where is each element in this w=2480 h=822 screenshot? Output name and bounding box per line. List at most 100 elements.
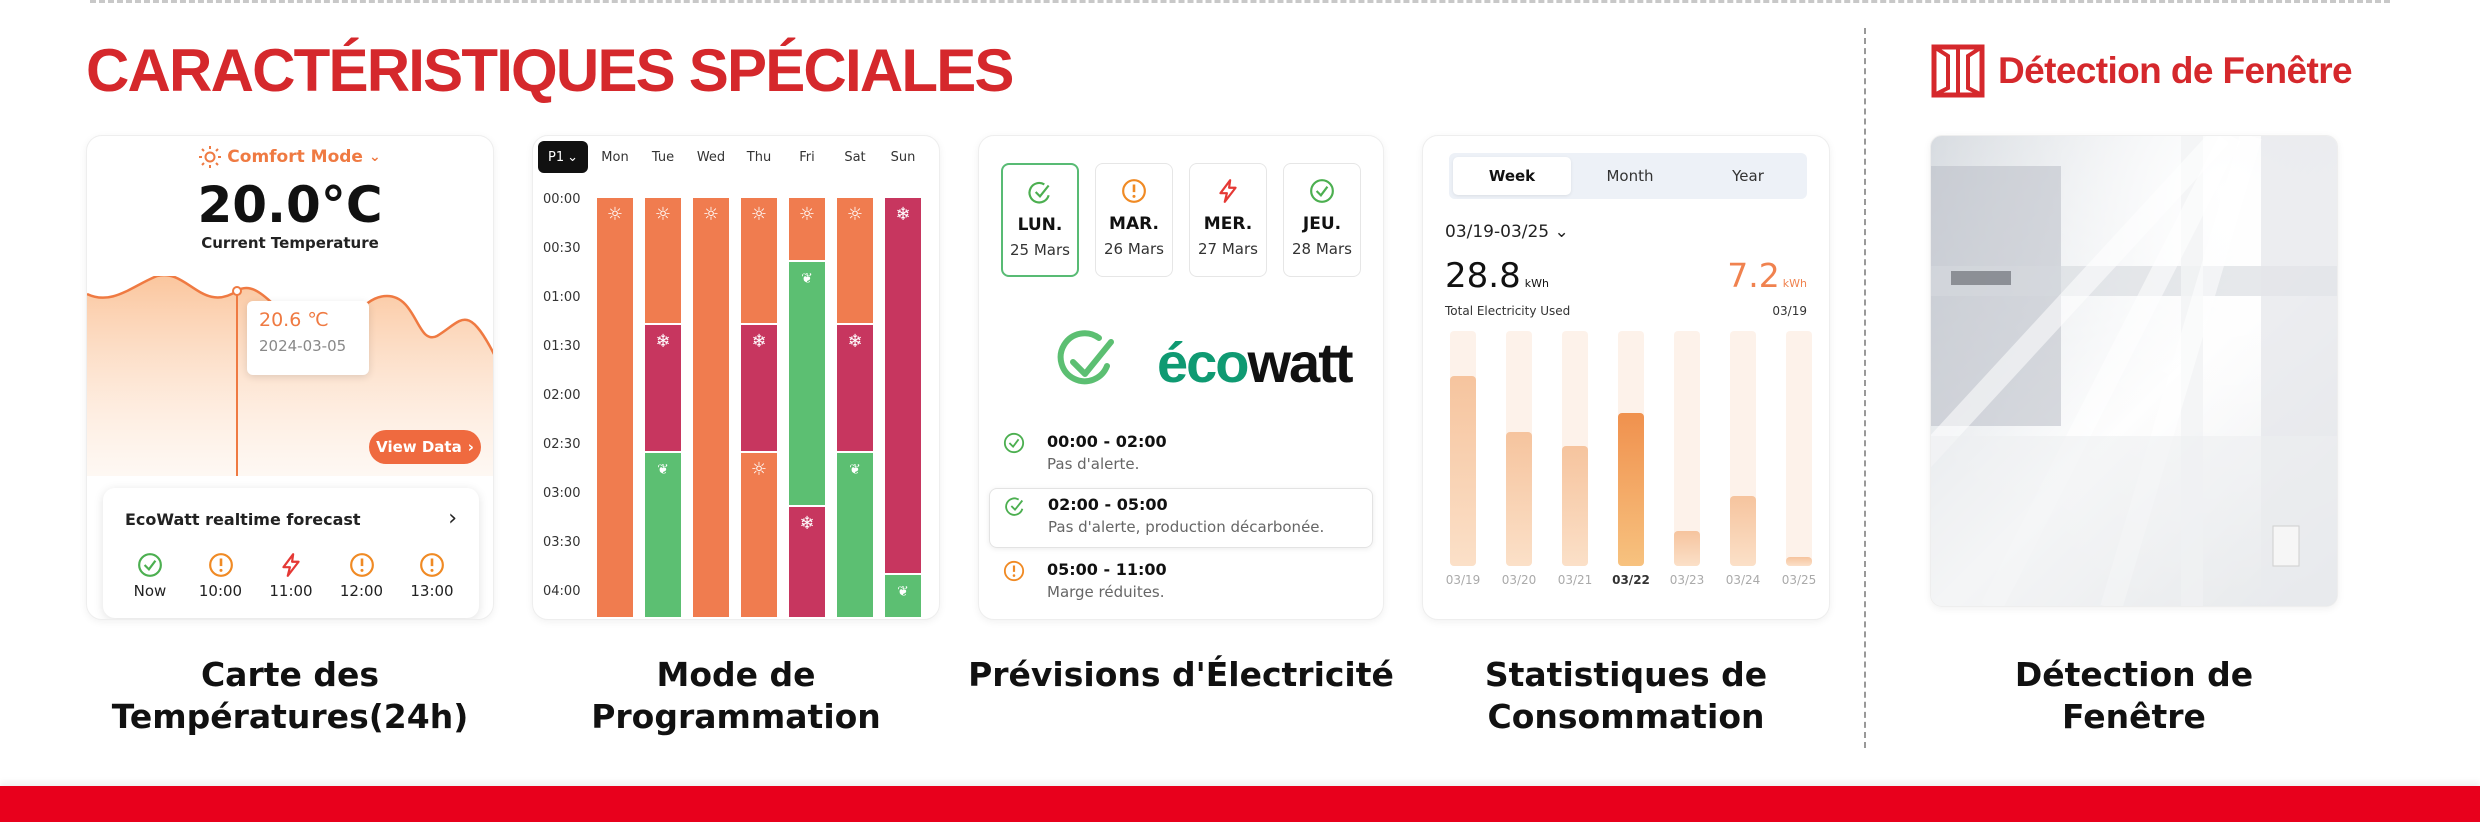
leaf-icon: ❦ — [897, 584, 909, 601]
row-time: 00:00 - 02:00 — [1047, 432, 1167, 451]
schedule-block-eco[interactable]: ❦ — [885, 575, 921, 618]
window-detection-image — [1930, 135, 2338, 607]
day-unit: kWh — [1782, 277, 1807, 290]
date-range-selector[interactable]: 03/19-03/25 ⌄ — [1445, 222, 1569, 242]
bottom-red-bar — [0, 786, 2480, 822]
forecast-day-card[interactable]: LUN. 25 Mars — [1001, 163, 1079, 277]
temperature-card: Comfort Mode ⌄ 20.0°C Current Temperatur… — [86, 135, 494, 620]
schedule-block-comfort[interactable]: ☼ — [693, 198, 729, 618]
snowflake-icon: ❄ — [799, 512, 815, 534]
schedule-block-comfort[interactable]: ☼ — [741, 198, 777, 324]
leaf-check-icon — [1005, 497, 1024, 516]
forecast-day-card[interactable]: MAR. 26 Mars — [1095, 163, 1173, 277]
current-temperature-label: Current Temperature — [201, 234, 379, 252]
row-desc: Pas d'alerte. — [1047, 455, 1140, 473]
forecast-title: EcoWatt realtime forecast — [125, 510, 361, 529]
page-title: CARACTÉRISTIQUES SPÉCIALES — [86, 37, 1014, 104]
row-icon-wrap — [1003, 432, 1025, 458]
day-date: 25 Mars — [1010, 241, 1070, 259]
caption-line: Températures(24h) — [111, 697, 469, 736]
alert-circle-icon — [1003, 560, 1025, 582]
forecast-time: 13:00 — [410, 582, 454, 600]
forecast-row[interactable]: 00:00 - 02:00 Pas d'alerte. — [989, 426, 1373, 486]
sun-icon: ☼ — [702, 204, 720, 225]
forecast-day-card[interactable]: JEU. 28 Mars — [1283, 163, 1361, 277]
temperature-tooltip: 20.6 ℃ 2024-03-05 — [247, 301, 369, 375]
schedule-block-frost[interactable]: ❄ — [789, 506, 825, 618]
time-label: 03:30 — [543, 535, 581, 550]
schedule-block-comfort[interactable]: ☼ — [837, 198, 873, 324]
caption-line: Fenêtre — [2062, 697, 2206, 736]
program-selector[interactable]: P1 ⌄ — [538, 141, 588, 173]
total-unit: kWh — [1524, 277, 1549, 290]
time-label: 01:00 — [543, 290, 581, 305]
snowflake-icon: ❄ — [847, 331, 863, 353]
forecast-row[interactable]: 05:00 - 11:00 Marge réduites. — [989, 554, 1373, 614]
sun-icon: ☼ — [798, 204, 816, 225]
mode-label: Comfort Mode — [227, 147, 363, 167]
chevron-right-icon[interactable]: › — [448, 506, 457, 531]
consumption-bar[interactable] — [1506, 432, 1532, 566]
time-label: 04:00 — [543, 584, 581, 599]
consumption-bar[interactable] — [1674, 530, 1700, 566]
caption-temperature-map: Carte des Températures(24h) — [86, 654, 494, 738]
day-value: 7.2 — [1727, 256, 1780, 295]
forecast-day-card[interactable]: MER. 27 Mars — [1189, 163, 1267, 277]
consumption-bar[interactable] — [1450, 375, 1476, 566]
window-detection-title: Détection de Fenêtre — [1998, 50, 2353, 91]
row-icon-wrap — [1004, 495, 1026, 521]
forecast-time: Now — [133, 582, 167, 600]
schedule-block-comfort[interactable]: ☼ — [741, 452, 777, 618]
schedule-block-eco[interactable]: ❦ — [645, 452, 681, 618]
schedule-block-comfort[interactable]: ☼ — [597, 198, 633, 618]
alert-circle-icon — [208, 553, 233, 577]
schedule-block-eco[interactable]: ❦ — [789, 261, 825, 505]
logo-part-1: éco — [1157, 331, 1249, 394]
forecast-icon-wrap — [329, 552, 395, 578]
tab-week[interactable]: Week — [1453, 157, 1571, 195]
day-date: 27 Mars — [1198, 240, 1258, 258]
top-dashed-divider — [90, 0, 2390, 3]
bar-label: 03/20 — [1501, 573, 1537, 587]
schedule-block-frost[interactable]: ❄ — [741, 325, 777, 451]
alert-circle-icon — [1122, 179, 1146, 203]
consumption-bar[interactable] — [1730, 495, 1756, 566]
tab-month[interactable]: Month — [1606, 167, 1654, 185]
tab-year[interactable]: Year — [1732, 167, 1764, 185]
time-label: 01:30 — [543, 339, 581, 354]
schedule-block-comfort[interactable]: ☼ — [645, 198, 681, 324]
day-name: MAR. — [1109, 214, 1159, 234]
row-icon-wrap — [1003, 560, 1025, 586]
forecast-icon-wrap — [399, 552, 465, 578]
mode-selector[interactable]: Comfort Mode ⌄ — [87, 146, 493, 168]
forecast-items: Now 10:00 11:00 12:00 13:00 — [117, 552, 465, 600]
ecowatt-forecast-panel[interactable]: EcoWatt realtime forecast › Now 10:00 11:0… — [103, 488, 479, 618]
caption-line: Programmation — [591, 697, 881, 736]
forecast-icon-wrap — [117, 552, 183, 578]
forecast-item: 11:00 — [258, 552, 324, 600]
snowflake-icon: ❄ — [751, 331, 767, 353]
schedule-block-frost[interactable]: ❄ — [837, 325, 873, 451]
forecast-time: 12:00 — [339, 582, 384, 600]
check-circle-icon — [1310, 179, 1334, 203]
sun-icon: ☼ — [750, 204, 768, 225]
bar-label: 03/21 — [1557, 573, 1593, 587]
consumption-bar[interactable] — [1618, 413, 1644, 566]
forecast-item: 12:00 — [329, 552, 395, 600]
caption-forecast: Prévisions d'Électricité — [960, 654, 1402, 696]
forecast-row[interactable]: 02:00 - 05:00 Pas d'alerte, production dé… — [989, 488, 1373, 548]
leaf-check-icon — [1028, 181, 1050, 204]
view-data-button[interactable]: View Data › — [369, 430, 481, 464]
schedule-block-frost[interactable]: ❄ — [645, 325, 681, 451]
consumption-bar[interactable] — [1562, 446, 1588, 566]
caption-line: Carte des — [200, 655, 380, 694]
schedule-block-comfort[interactable]: ☼ — [789, 198, 825, 260]
row-time: 02:00 - 05:00 — [1048, 495, 1168, 514]
consumption-bar[interactable] — [1786, 556, 1812, 566]
ecowatt-logo: écowatt — [1157, 330, 1354, 395]
program-label: P1 — [547, 149, 565, 165]
leaf-icon: ❦ — [801, 270, 813, 287]
schedule-block-frost[interactable]: ❄ — [885, 198, 921, 574]
schedule-block-eco[interactable]: ❦ — [837, 452, 873, 618]
